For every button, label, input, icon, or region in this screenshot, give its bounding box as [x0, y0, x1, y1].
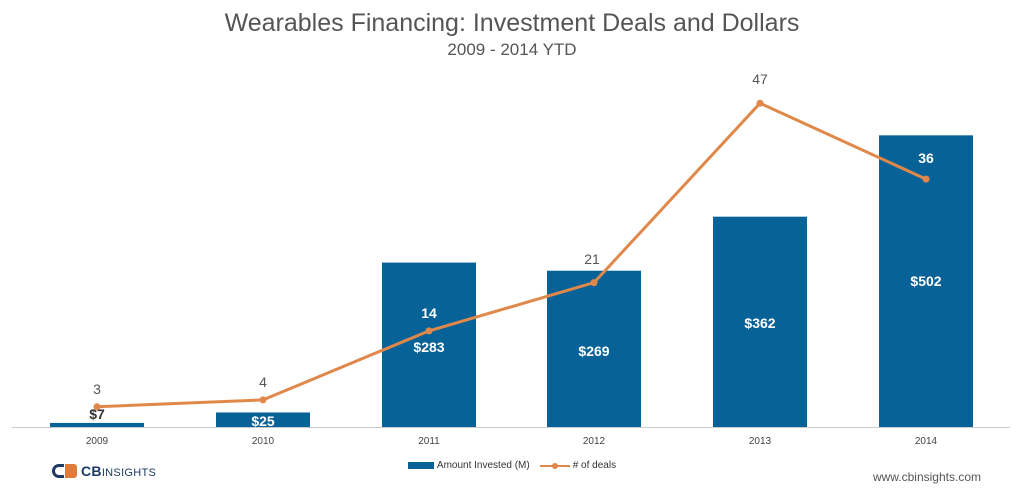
legend-item-deals: # of deals — [539, 460, 617, 471]
chart-title-block: Wearables Financing: Investment Deals an… — [0, 8, 1024, 61]
deals-point-2012 — [590, 279, 598, 287]
legend-swatch-line — [539, 461, 570, 471]
deals-point-2013 — [756, 99, 764, 107]
cb-insights-logo: CBINSIGHTS — [52, 463, 156, 479]
legend-label-deals: # of deals — [572, 460, 617, 471]
bar-2010 — [216, 412, 310, 427]
chart-subtitle: 2009 - 2014 YTD — [447, 40, 577, 59]
deals-line — [96, 101, 927, 409]
bar-2014 — [879, 135, 973, 427]
logo-text: CBINSIGHTS — [81, 463, 157, 479]
deals-value-label-2011: 14 — [421, 305, 437, 321]
chart-legend: Amount Invested (M) # of deals — [0, 460, 1024, 471]
deals-value-label-2013: 47 — [752, 71, 768, 87]
deals-value-label-2012: 21 — [584, 251, 600, 267]
deals-value-label-2010: 4 — [259, 374, 267, 390]
bar-value-label-2012: $269 — [578, 343, 609, 359]
x-tick-label-2012: 2012 — [583, 436, 606, 447]
bar-value-label-2010: $25 — [251, 413, 275, 429]
bar-value-label-2011: $283 — [413, 339, 444, 355]
deals-value-label-2009: 3 — [93, 381, 101, 397]
bar-2009 — [50, 422, 144, 427]
x-tick-label-2009: 2009 — [86, 436, 109, 447]
bar-2012 — [547, 270, 641, 427]
x-tick-label-2011: 2011 — [418, 436, 440, 447]
deals-point-2009 — [93, 403, 101, 411]
bar-2013 — [713, 216, 807, 427]
bar-value-label-2013: $362 — [744, 315, 775, 331]
footer-url: www.cbinsights.com — [872, 470, 981, 484]
deals-point-2014 — [922, 175, 930, 183]
legend-swatch-bar — [407, 462, 434, 469]
legend-item-amount: Amount Invested (M) — [407, 460, 530, 471]
bar-value-label-2009: $7 — [89, 406, 105, 422]
deals-point-2011 — [425, 327, 433, 335]
legend-label-amount: Amount Invested (M) — [436, 460, 530, 471]
cb-logo-icon — [52, 464, 77, 478]
deals-point-2010 — [259, 396, 267, 404]
x-tick-label-2013: 2013 — [749, 436, 772, 447]
chart-title: Wearables Financing: Investment Deals an… — [224, 9, 800, 37]
x-tick-label-2014: 2014 — [915, 436, 938, 447]
x-tick-label-2010: 2010 — [252, 436, 275, 447]
deals-value-label-2014: 36 — [918, 150, 934, 166]
bar-value-label-2014: $502 — [910, 273, 941, 289]
